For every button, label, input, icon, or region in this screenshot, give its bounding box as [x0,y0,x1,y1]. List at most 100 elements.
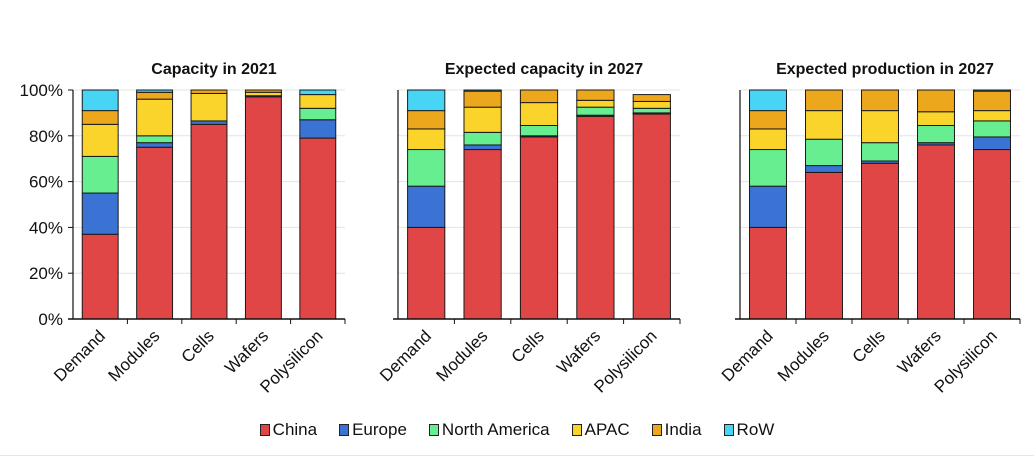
chart1-ytick-label: 100% [20,81,63,100]
legend-label-india: India [664,420,702,439]
chart3-bar-modules-india [805,89,843,112]
chart1-bar-demand-row [81,89,119,112]
chart1-title: Capacity in 2021 [151,61,277,78]
legend-item-row: RoW [723,420,775,440]
chart2-bar-polysilicon-china [632,113,671,320]
chart3-bar-demand-europe [749,185,787,228]
chart3-bar-demand-apac [749,128,787,151]
chart2-bar-demand-north-america [407,149,446,187]
chart2-bar-modules-china [463,149,502,320]
chart1-ytick-label: 60% [29,173,63,192]
chart1-xtick-label: Modules [105,326,164,385]
chart2-bar-demand-india [407,110,446,130]
legend-swatch-india [651,424,662,436]
chart3-bar-demand-row [749,89,787,112]
legend: China Europe North America APAC India Ro… [0,420,1034,440]
chart3-xtick-label: Cells [849,326,889,366]
chart2-bar-cells-china [519,136,559,320]
chart2-xtick-label: Wafers [553,326,604,377]
chart2-bar-modules-north-america [463,131,502,146]
chart2-bar-cells-north-america [519,124,559,137]
chart2-bar-demand-china [407,226,446,320]
legend-swatch-row [723,424,734,436]
chart3-bar-demand-china [749,226,787,320]
chart1-xtick-label: Cells [178,326,218,366]
chart1-bar-modules-north-america [136,135,174,144]
chart2-bar-wafers-north-america [576,106,615,116]
chart2-bar-wafers-apac [576,99,615,108]
chart2-bar-polysilicon-north-america [632,107,671,114]
chart2-bar-demand-europe [407,185,446,228]
chart1-bar-polysilicon-row [299,89,337,96]
chart3-title: Expected production in 2027 [776,61,994,78]
chart1-ytick-label: 20% [29,264,63,283]
legend-label-north-america: North America [441,420,550,439]
chart3-xtick-label: Wafers [894,326,945,377]
chart3-bar-cells-india [861,89,899,112]
chart1-bar-demand-apac [81,123,119,157]
chart1-bar-polysilicon-apac [299,94,337,109]
chart1-bar-wafers-apac [244,91,282,97]
chart2-title: Expected capacity in 2027 [445,61,643,78]
chart1-bar-demand-india [81,110,119,125]
chart1-bar-modules-india [136,91,174,100]
chart2-bar-cells-india [519,89,559,104]
chart3-bar-polysilicon-row [973,89,1011,92]
chart1-bar-cells-india [190,89,228,94]
chart2-bar-polysilicon-india [632,94,671,102]
chart3-bar-polysilicon-europe [973,136,1011,151]
chart2-bar-wafers-india [576,89,615,101]
chart2-bar-modules-row [463,89,502,92]
chart1-xtick-label: Wafers [221,326,272,377]
chart3-bar-cells-china [861,162,899,320]
chart1-bar-modules-europe [136,142,174,148]
chart1-bar-polysilicon-europe [299,119,337,139]
chart2-xtick-label: Modules [433,326,492,385]
legend-label-row: RoW [736,420,775,439]
legend-item-apac: APAC [571,420,630,440]
legend-item-india: India [651,420,702,440]
chart2-bar-modules-india [463,90,502,108]
chart1-bar-wafers-china [244,96,282,320]
chart3-bar-demand-north-america [749,149,787,187]
legend-label-china: China [272,420,318,439]
chart1-bar-demand-china [81,233,119,320]
legend-swatch-europe [339,424,350,436]
chart3-bar-modules-china [805,171,843,320]
chart1-bar-polysilicon-china [299,137,337,320]
chart3-bar-polysilicon-india [973,90,1011,112]
legend-label-apac: APAC [584,420,630,439]
chart3-bar-modules-europe [805,165,843,173]
legend-swatch-apac [571,424,582,436]
legend-item-china: China [259,420,318,440]
chart3-bar-wafers-china [917,144,955,320]
chart1-bar-demand-europe [81,192,119,235]
chart1-bar-modules-apac [136,98,174,137]
chart1-bar-modules-row [136,89,174,93]
chart2-bar-modules-europe [463,144,502,151]
chart3-bar-polysilicon-china [973,149,1011,320]
chart3-bar-polysilicon-north-america [973,120,1011,138]
chart2-bar-demand-row [407,89,446,112]
chart1-bar-demand-north-america [81,155,119,194]
chart1-ytick-label: 40% [29,218,63,237]
chart3-bar-modules-north-america [805,138,843,167]
chart2-xtick-label: Cells [508,326,548,366]
chart2-bar-modules-apac [463,106,502,133]
legend-item-europe: Europe [339,420,407,440]
chart1-ytick-label: 0% [38,310,63,329]
chart1-xtick-label: Demand [50,326,109,385]
chart3-bar-demand-india [749,110,787,130]
chart3-xtick-label: Modules [774,326,833,385]
legend-swatch-north-america [428,424,439,436]
chart3-bar-cells-apac [861,110,899,144]
bottom-divider [0,455,1034,456]
chart2-bar-cells-apac [519,102,559,126]
chart1-ytick-label: 80% [29,127,63,146]
chart3-bar-cells-north-america [861,142,899,162]
legend-swatch-china [259,424,270,436]
chart1-bar-wafers-india [244,89,282,93]
chart3-bar-modules-apac [805,110,843,140]
chart3-bar-polysilicon-apac [973,110,1011,122]
chart1-bar-cells-apac [190,92,228,122]
